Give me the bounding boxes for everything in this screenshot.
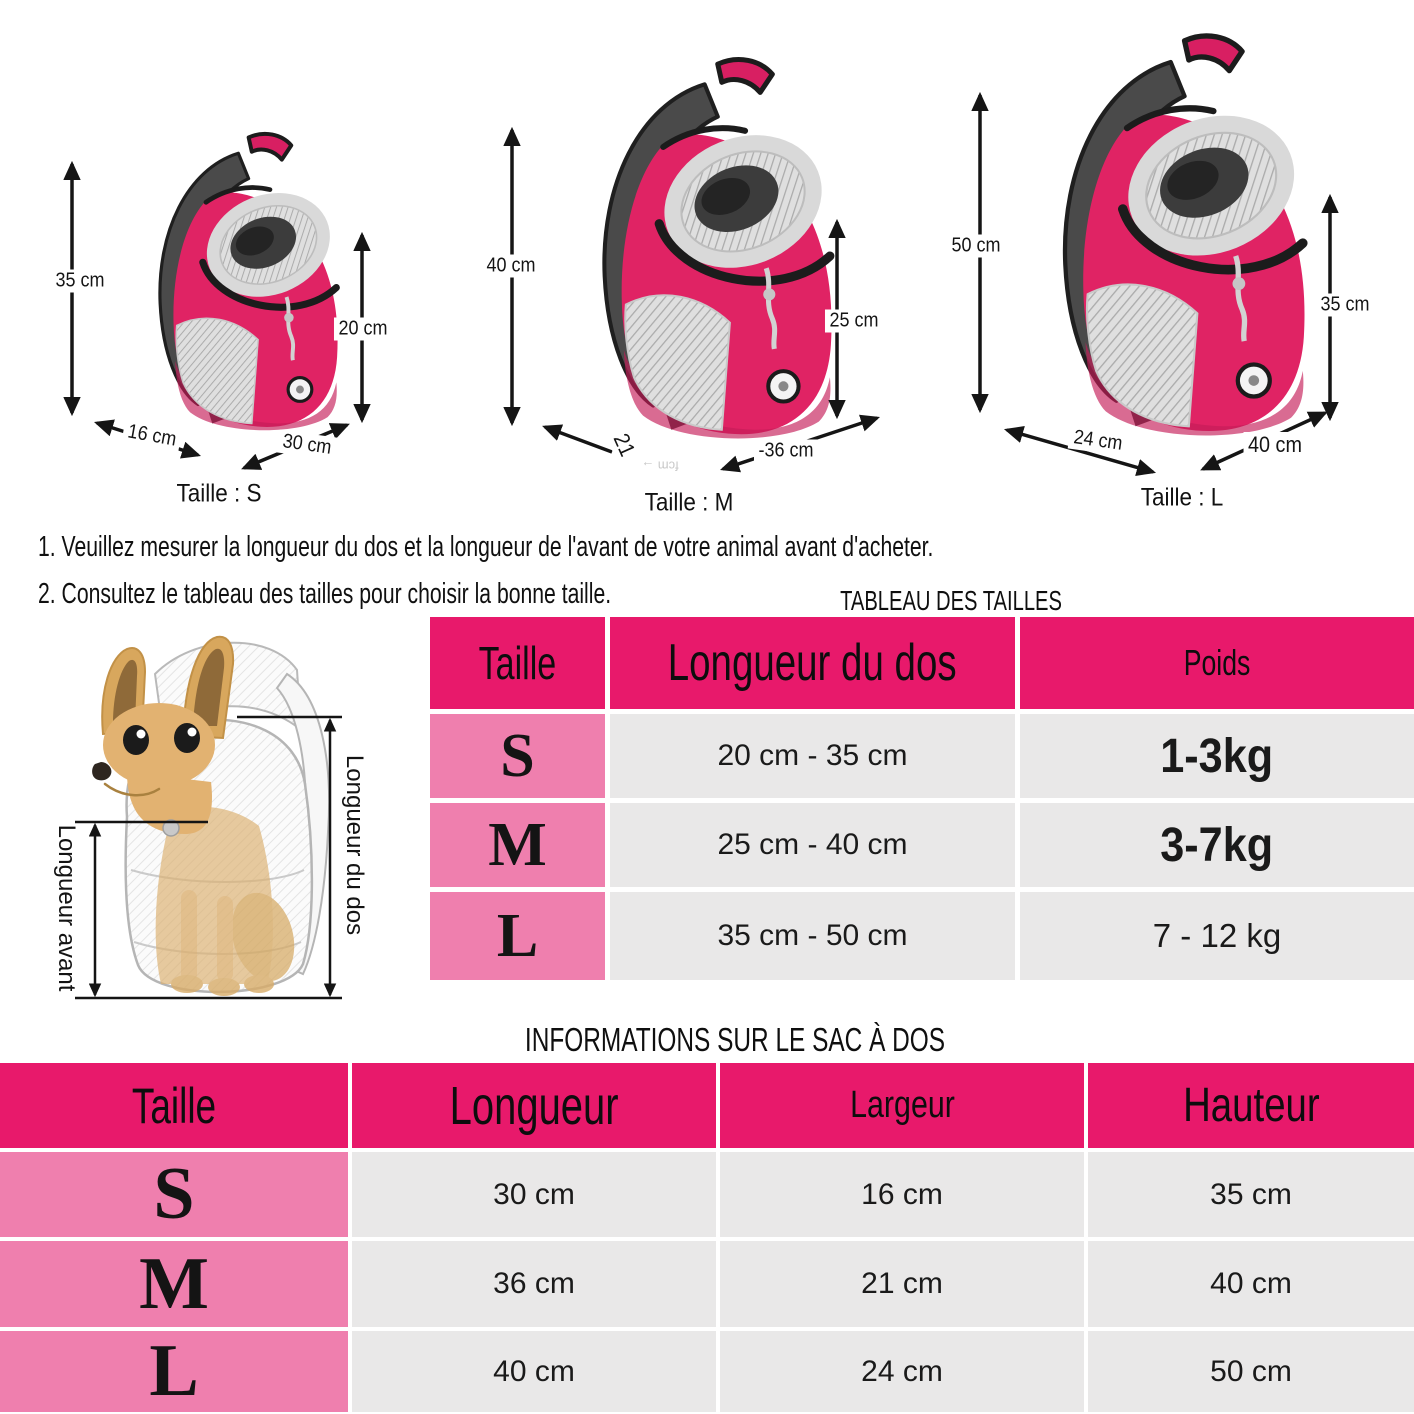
- info-table-row-s-label: S: [0, 1152, 348, 1237]
- info-table-row-l-height: 50 cm: [1088, 1331, 1414, 1412]
- size-table-row-l-weight: 7 - 12 kg: [1020, 892, 1414, 980]
- info-table-row-l-length: 40 cm: [352, 1331, 716, 1412]
- dim-l-height: 50 cm: [946, 234, 1006, 258]
- info-table-title: INFORMATIONS SUR LE SAC À DOS: [524, 1021, 946, 1058]
- size-table-row-m-label: M: [430, 803, 605, 887]
- size-table-row-m-weight: 3-7kg: [1020, 803, 1414, 887]
- caption-size-s: Taille : S: [176, 479, 262, 508]
- info-table-row-s-width: 16 cm: [720, 1152, 1084, 1237]
- caption-size-m: Taille : M: [644, 488, 734, 517]
- info-table-row-s-height: 35 cm: [1088, 1152, 1414, 1237]
- info-table-header-longueur: Longueur: [352, 1063, 716, 1148]
- backpack-photo-s: [160, 134, 346, 430]
- dog-front-length-label: Longueur avant: [53, 824, 80, 992]
- dim-s-height: 35 cm: [50, 269, 110, 293]
- dim-m-width: -36 cm: [753, 439, 819, 463]
- dim-m-front: 25 cm: [824, 309, 884, 333]
- info-table-row-m-label: M: [0, 1241, 348, 1327]
- backpack-photo-l: [1065, 36, 1315, 436]
- info-table-header-hauteur: Hauteur: [1088, 1063, 1414, 1148]
- info-table: Taille Longueur Largeur Hauteur S 30 cm …: [0, 1063, 1414, 1412]
- dog-back-length-label: Longueur du dos: [341, 754, 368, 936]
- caption-size-l: Taille : L: [1140, 483, 1224, 512]
- size-table: Taille Longueur du dos Poids S 20 cm - 3…: [430, 617, 1414, 980]
- size-table-row-l-label: L: [430, 892, 605, 980]
- size-table-title: TABLEAU DES TAILLES: [840, 585, 1062, 616]
- info-table-row-l-label: L: [0, 1330, 348, 1412]
- size-table-row-m-back-length: 25 cm - 40 cm: [610, 803, 1015, 887]
- dim-l-front: 35 cm: [1315, 293, 1375, 317]
- instruction-line-1: 1. Veuillez mesurer la longueur du dos e…: [38, 531, 934, 563]
- dog-measurement-diagram: [75, 635, 342, 1000]
- size-table-row-s-back-length: 20 cm - 35 cm: [610, 714, 1015, 798]
- dog-dimension-lines: [75, 715, 342, 1000]
- backpack-photo-m: [604, 60, 841, 439]
- size-table-header-longueur-du-dos: Longueur du dos: [610, 617, 1015, 709]
- info-table-header-taille: Taille: [0, 1063, 348, 1148]
- size-table-row-s-label: S: [430, 714, 605, 798]
- backpack-figures-illustration: [63, 0, 1339, 476]
- dim-s-front: 20 cm: [333, 317, 393, 341]
- chihuahua-illustration: [92, 635, 295, 996]
- dim-l-width: 40 cm: [1243, 432, 1307, 458]
- watermark-artifact: fcm →: [641, 458, 679, 474]
- info-table-row-s-length: 30 cm: [352, 1152, 716, 1237]
- size-table-header-taille: Taille: [430, 617, 605, 709]
- info-table-row-l-width: 24 cm: [720, 1331, 1084, 1412]
- dim-m-height: 40 cm: [481, 254, 541, 278]
- info-table-row-m-length: 36 cm: [352, 1241, 716, 1327]
- size-table-row-l-back-length: 35 cm - 50 cm: [610, 892, 1015, 980]
- instruction-line-2: 2. Consultez le tableau des tailles pour…: [38, 578, 612, 610]
- size-table-row-s-weight: 1-3kg: [1020, 714, 1414, 798]
- info-table-row-m-height: 40 cm: [1088, 1241, 1414, 1327]
- size-table-header-poids: Poids: [1020, 617, 1414, 709]
- info-table-row-m-width: 21 cm: [720, 1241, 1084, 1327]
- info-table-header-largeur: Largeur: [720, 1063, 1084, 1148]
